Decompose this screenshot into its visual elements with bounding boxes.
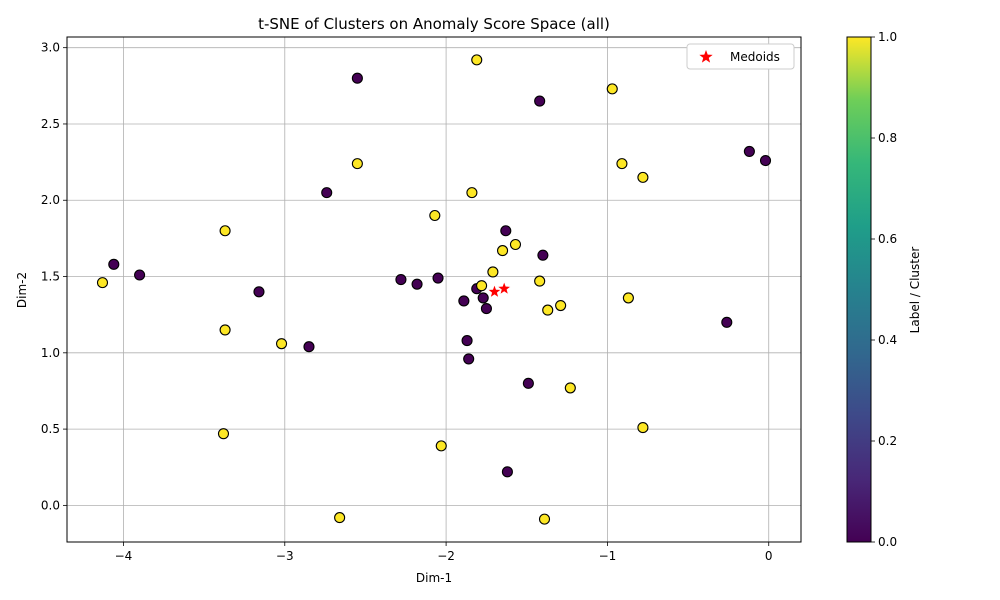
y-tick-label: 0.0	[41, 498, 60, 512]
data-point	[538, 513, 551, 525]
data-point	[134, 269, 146, 281]
data-point	[606, 83, 618, 95]
x-tick-label: −1	[599, 549, 617, 563]
data-point	[461, 335, 473, 347]
colorbar-tick-label: 0.0	[878, 535, 897, 549]
medoid-markers	[487, 280, 512, 299]
data-points	[96, 54, 772, 525]
data-point	[534, 95, 546, 107]
data-point	[522, 377, 534, 389]
y-tick-label: 1.0	[41, 346, 60, 360]
colorbar-label: Label / Cluster	[908, 247, 922, 334]
x-tick-label: −4	[115, 549, 133, 563]
data-point	[487, 266, 499, 278]
data-point	[622, 292, 634, 304]
data-point	[480, 303, 492, 315]
x-axis-label: Dim-1	[416, 571, 452, 585]
data-point	[351, 72, 363, 84]
colorbar-tick-label: 0.2	[878, 434, 897, 448]
data-point	[108, 258, 120, 270]
medoid-star	[487, 283, 502, 299]
data-point	[471, 54, 483, 66]
x-tick-label: 0	[765, 549, 773, 563]
colorbar	[846, 36, 872, 543]
data-point	[429, 209, 441, 222]
colorbar-ticks: 0.0 0.2 0.4 0.6 0.8 1.0	[871, 30, 897, 549]
data-point	[477, 292, 489, 304]
data-point	[321, 187, 333, 199]
legend: Medoids	[686, 43, 795, 70]
data-point	[276, 338, 288, 350]
x-axis-ticks: −4 −3 −2 −1 0	[115, 542, 773, 563]
legend-label-medoids: Medoids	[730, 50, 780, 64]
colorbar-tick-label: 0.6	[878, 232, 897, 246]
x-tick-label: −2	[437, 549, 455, 563]
data-point	[497, 245, 509, 257]
data-point	[476, 280, 488, 292]
data-point	[509, 238, 522, 251]
data-point	[411, 278, 423, 290]
data-point	[435, 440, 447, 452]
data-point	[219, 225, 231, 237]
data-point	[537, 249, 549, 261]
data-point	[96, 277, 109, 289]
data-point	[463, 353, 475, 365]
legend-star-icon	[699, 50, 713, 63]
x-tick-label: −3	[276, 549, 294, 563]
y-axis-label: Dim-2	[15, 272, 29, 308]
data-point	[534, 275, 546, 287]
data-point	[542, 304, 554, 316]
y-axis-ticks: 0.0 0.5 1.0 1.5 2.0 2.5 3.0	[41, 41, 67, 512]
data-point	[555, 299, 567, 312]
y-tick-label: 3.0	[41, 41, 60, 55]
colorbar-tick-label: 0.8	[878, 131, 897, 145]
data-point	[759, 155, 772, 167]
data-point	[253, 286, 265, 298]
data-point	[466, 187, 478, 199]
colorbar-tick-label: 0.4	[878, 333, 897, 347]
y-tick-label: 1.5	[41, 270, 60, 284]
plot-area-frame	[66, 36, 802, 543]
data-point	[217, 428, 230, 440]
data-point	[500, 225, 512, 237]
y-tick-label: 0.5	[41, 422, 60, 436]
data-point	[351, 158, 363, 170]
grid-lines	[67, 37, 801, 542]
legend-box	[686, 43, 795, 70]
data-point	[303, 341, 315, 353]
data-point	[334, 512, 346, 524]
colorbar-tick-label: 1.0	[878, 30, 897, 44]
data-point	[637, 171, 649, 183]
data-point	[432, 272, 444, 284]
data-point	[616, 158, 628, 170]
data-point	[395, 274, 407, 286]
data-point	[458, 295, 470, 307]
data-point	[219, 324, 231, 336]
data-point	[743, 145, 755, 157]
data-point	[501, 466, 513, 478]
y-tick-label: 2.5	[41, 117, 60, 131]
medoid-star	[496, 280, 512, 296]
y-tick-label: 2.0	[41, 193, 60, 207]
data-point	[637, 422, 649, 434]
data-point	[564, 382, 576, 394]
chart-title: t-SNE of Clusters on Anomaly Score Space…	[258, 15, 610, 33]
data-point	[721, 316, 733, 328]
